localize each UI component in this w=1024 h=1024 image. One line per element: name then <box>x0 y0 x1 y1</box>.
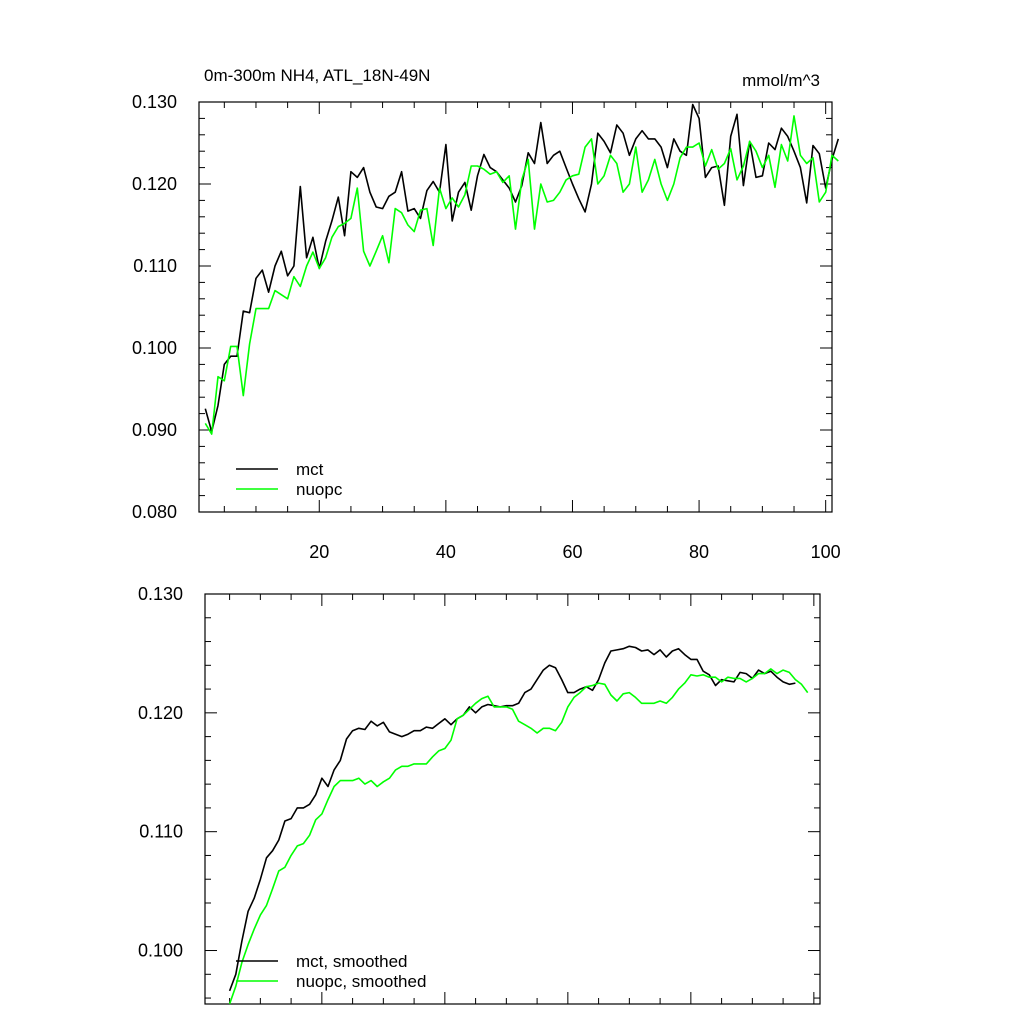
y-tick-label: 0.090 <box>132 420 177 440</box>
y-axis-tick-labels: 0.080 0.090 0.100 0.110 0.120 0.130 <box>132 92 177 522</box>
y-tick-label: 0.100 <box>138 941 183 961</box>
y-tick-label: 0.110 <box>139 822 183 842</box>
plot-frame <box>204 593 821 1005</box>
series-line <box>204 115 839 435</box>
series-lines <box>204 103 840 435</box>
y-tick-label: 0.120 <box>132 174 177 194</box>
units-label: mmol/m^3 <box>742 71 820 90</box>
top-panel: 0m-300m NH4, ATL_18N-49N mmol/m^3 0.0800… <box>132 66 841 562</box>
x-tick-label: 80 <box>689 542 709 562</box>
y-tick-label: 0.120 <box>138 703 183 723</box>
legend-label: nuopc <box>296 480 343 499</box>
series-lines <box>228 645 809 1005</box>
x-tick-label: 20 <box>309 542 329 562</box>
series-line <box>228 645 796 992</box>
legend-label: nuopc, smoothed <box>296 972 426 991</box>
legend-label: mct <box>296 460 324 479</box>
legend-label: mct, smoothed <box>296 952 408 971</box>
y-tick-label: 0.130 <box>132 92 177 112</box>
y-tick-label: 0.110 <box>133 256 177 276</box>
axis-ticks <box>205 593 820 1004</box>
chart-title: 0m-300m NH4, ATL_18N-49N <box>204 66 430 85</box>
y-tick-label: 0.080 <box>132 502 177 522</box>
axis-ticks <box>199 101 832 513</box>
y-tick-label: 0.100 <box>132 338 177 358</box>
series-line <box>228 668 809 1005</box>
y-tick-label: 0.130 <box>138 584 183 604</box>
x-axis-tick-labels: 20 40 60 80 100 <box>309 542 840 562</box>
plot-frame <box>198 101 833 513</box>
x-tick-label: 40 <box>436 542 456 562</box>
x-tick-label: 60 <box>562 542 582 562</box>
x-tick-label: 100 <box>811 542 841 562</box>
series-line <box>204 103 840 433</box>
y-axis-tick-labels: 0.100 0.110 0.120 0.130 <box>138 584 183 961</box>
bottom-panel: 0.100 0.110 0.120 0.130 mct, smoothednuopc,… <box>138 584 821 1005</box>
